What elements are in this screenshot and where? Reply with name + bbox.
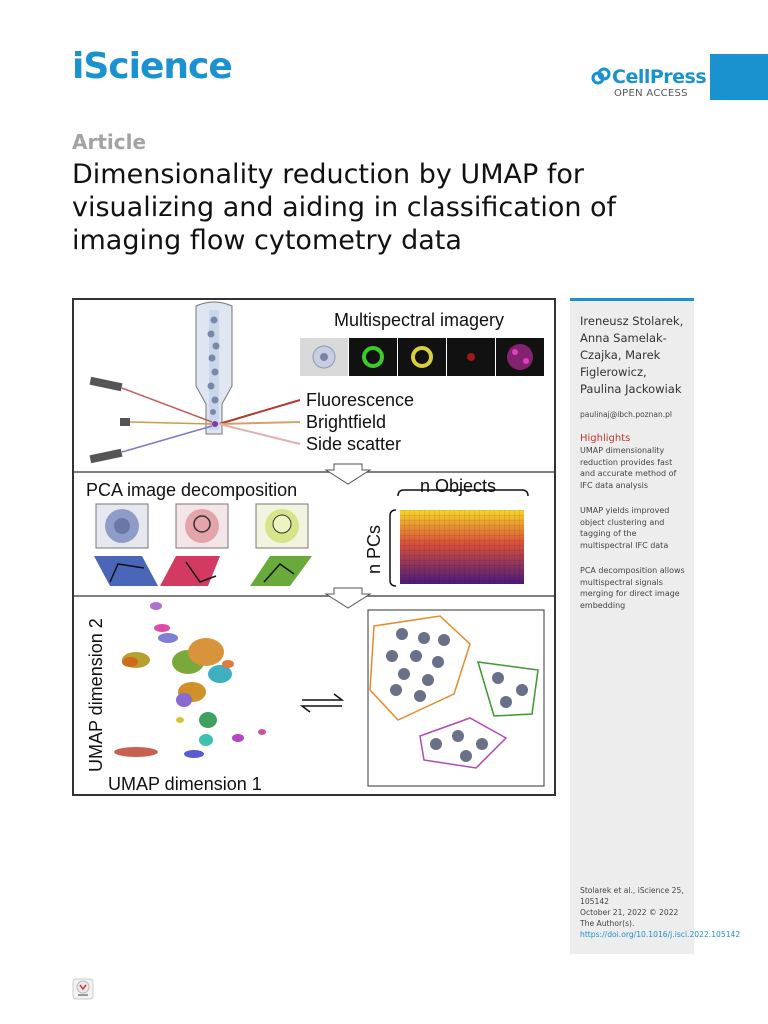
graphical-abstract-figure: Multispectral imagery Fluorescence Brigh… [74, 301, 554, 794]
doi-link[interactable]: https://doi.org/10.1016/j.isci.2022.1051… [580, 930, 741, 939]
channel-label-brightfield: Brightfield [306, 412, 386, 432]
author-list: Ireneusz Stolarek, Anna Samelak-Czajka, … [580, 314, 684, 396]
n-pcs-label: n PCs [364, 525, 384, 574]
highlights-heading: Highlights [580, 433, 631, 444]
laser-beams-icon [89, 376, 301, 464]
pca-label: PCA image decomposition [86, 480, 297, 500]
highlight-item: UMAP yields improved object clustering a… [580, 506, 670, 550]
multispectral-image-strip [300, 338, 544, 376]
publisher-name: CellPress [612, 66, 707, 88]
corner-accent [710, 54, 768, 100]
multispectral-label: Multispectral imagery [334, 310, 504, 330]
graphical-abstract: Multispectral imagery Fluorescence Brigh… [72, 298, 556, 796]
article-title: Dimensionality reduction by UMAP for vis… [72, 159, 617, 256]
cell-clusters [369, 615, 539, 769]
highlight-item: PCA decomposition allows multispectral s… [580, 566, 685, 610]
channel-label-side-scatter: Side scatter [306, 434, 401, 454]
channel-label-fluorescence: Fluorescence [306, 390, 414, 410]
highlight-item: UMAP dimensionality reduction provides f… [580, 446, 677, 490]
flow-cell-icon [195, 301, 233, 435]
crossmark-icon[interactable] [72, 978, 94, 1000]
corresponding-email[interactable]: paulinaj@ibch.poznan.pl [580, 410, 672, 419]
cellpress-mark-icon [591, 67, 611, 85]
umap-y-label: UMAP dimension 2 [86, 618, 106, 772]
open-access-label: OPEN ACCESS [614, 88, 688, 99]
article-sidebar: Ireneusz Stolarek, Anna Samelak-Czajka, … [570, 298, 741, 954]
pca-cell-images [94, 503, 312, 586]
cellpress-logo: CellPress OPEN ACCESS [590, 66, 707, 102]
pc-heatmap [400, 510, 524, 584]
n-objects-label: n Objects [420, 476, 496, 496]
publication-date: October 21, 2022 © 2022 The Author(s). [580, 908, 679, 928]
umap-x-label: UMAP dimension 1 [108, 774, 262, 794]
equilibrium-arrows-icon [299, 693, 345, 713]
journal-logo: iScience [72, 46, 233, 87]
article-type: Article [72, 130, 147, 154]
cluster-panel [367, 609, 545, 787]
citation-block: Stolarek et al., iScience 25, 105142 Oct… [580, 885, 741, 940]
citation-reference: Stolarek et al., iScience 25, 105142 [580, 886, 684, 906]
umap-scatter [114, 602, 266, 758]
